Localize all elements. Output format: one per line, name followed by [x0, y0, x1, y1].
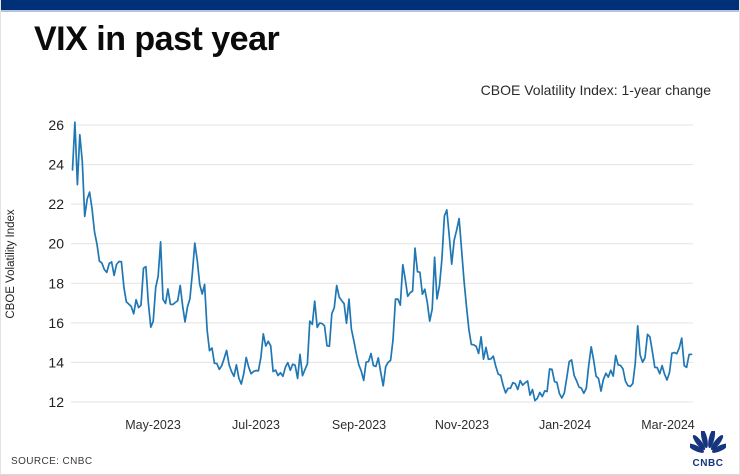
- y-tick-label: 12: [48, 394, 64, 410]
- vix-line-chart: 12 14 16 18 20 22 24 26 May-2023 Jul-2023 Sep-2023…: [5, 117, 695, 432]
- vix-line: [71, 121, 693, 402]
- y-tick-label: 16: [48, 315, 64, 331]
- source-attribution: SOURCE: CNBC: [11, 456, 93, 467]
- x-tick-label: Sep-2023: [332, 418, 386, 432]
- peacock-icon: [687, 428, 729, 453]
- y-tick-label: 24: [48, 157, 64, 173]
- x-tick-label: Mar-2024: [641, 418, 695, 432]
- x-tick-label: Jan-2024: [539, 418, 591, 432]
- peacock-feathers: [687, 428, 729, 453]
- y-tick-label: 18: [48, 275, 64, 291]
- x-tick-label: May-2023: [125, 418, 181, 432]
- chart-subtitle: CBOE Volatility Index: 1-year change: [480, 82, 711, 98]
- cnbc-logo: CNBC: [686, 428, 730, 469]
- y-tick-label: 26: [48, 117, 64, 133]
- y-axis-title: CBOE Volatility Index: [5, 209, 17, 319]
- y-tick-label: 22: [48, 196, 64, 212]
- y-tick-label: 14: [48, 354, 64, 370]
- x-tick-label: Jul-2023: [232, 418, 280, 432]
- page-title: VIX in past year: [34, 20, 280, 58]
- top-accent-bar: [1, 0, 739, 12]
- y-tick-label: 20: [48, 236, 64, 252]
- cnbc-logo-text: CNBC: [692, 458, 724, 469]
- x-tick-label: Nov-2023: [435, 418, 489, 432]
